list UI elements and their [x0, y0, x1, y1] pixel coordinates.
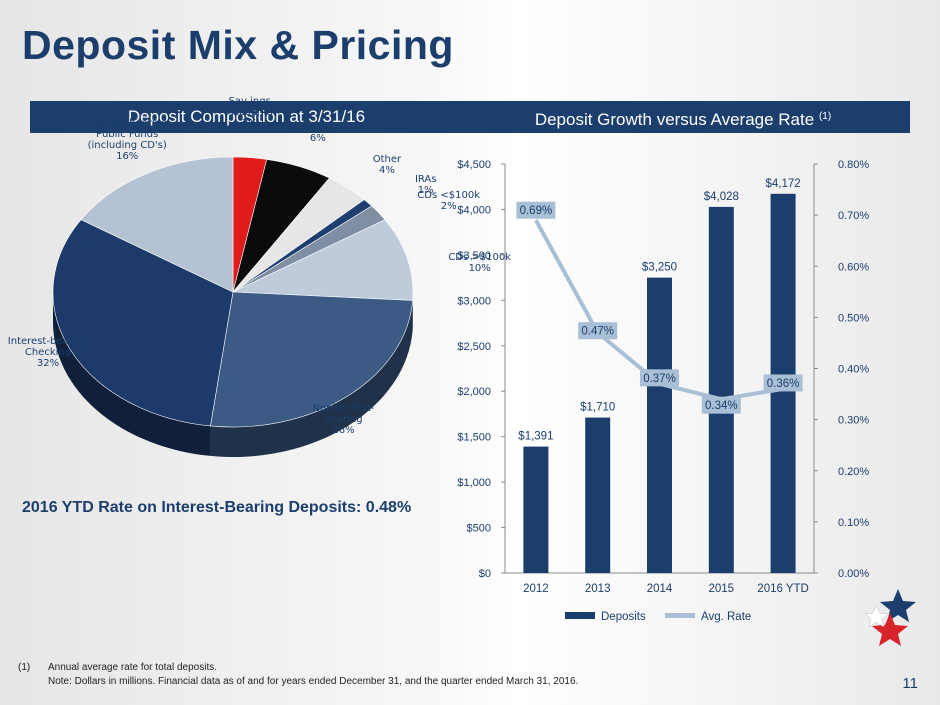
y-left-tick-label: $500	[467, 523, 491, 535]
composition-header-text: Deposit Composition at 3/31/16	[127, 107, 366, 126]
bar-value-label: $3,250	[642, 262, 677, 274]
bar-value-label: $4,028	[704, 191, 739, 203]
deposit-bar	[523, 446, 549, 573]
x-tick-label: 2016 YTD	[757, 583, 809, 595]
pie-label: Noninterest- bearing 26%	[312, 402, 375, 436]
legend-label-deposits: Deposits	[601, 611, 646, 623]
rate-label-box	[763, 374, 803, 392]
x-tick-label: 2013	[585, 583, 611, 595]
x-tick-label: 2015	[709, 583, 735, 595]
star-logo	[864, 589, 916, 646]
pie-label: Interest-bearing Checking 32%	[7, 335, 89, 369]
rate-value-label: 0.47%	[581, 326, 614, 338]
rate-value-label: 0.69%	[520, 205, 553, 217]
y-right-tick-label: 0.70%	[838, 210, 869, 222]
pie-label: Sav ings Accounts 3%	[226, 95, 273, 129]
deposit-bar	[708, 206, 734, 574]
footnote-line-1: Annual average rate for total deposits.	[48, 662, 217, 673]
y-left-tick-label: $1,000	[457, 477, 491, 489]
growth-header-text: Deposit Growth versus Average Rate	[534, 110, 815, 129]
rate-label-box	[701, 396, 741, 414]
pie-slice	[52, 219, 234, 427]
legend-swatch-rate	[665, 613, 695, 618]
y-left-tick-label: $2,500	[457, 341, 491, 353]
y-left-tick-label: $2,000	[457, 386, 491, 398]
deposit-composition-pie	[52, 156, 414, 457]
page-title: Deposit Mix & Pricing	[22, 22, 454, 68]
y-right-tick-label: 0.40%	[838, 364, 869, 376]
footnote-line-2: Note: Dollars in millions. Financial dat…	[48, 676, 579, 687]
y-right-tick-label: 0.50%	[838, 312, 869, 324]
deposit-bar	[647, 277, 672, 573]
growth-header-footnote-ref: (1)	[818, 111, 832, 122]
pie-label: CDs >$100k 10%	[448, 252, 512, 275]
pie-label: Interest-bearing Public Funds (including…	[87, 117, 168, 162]
y-left-tick-label: $4,500	[457, 159, 491, 171]
rate-label-box	[516, 201, 556, 219]
y-right-tick-label: 0.80%	[838, 159, 869, 171]
rate-value-label: 0.36%	[767, 378, 800, 390]
pie-slice	[232, 219, 414, 301]
rate-value-label: 0.34%	[705, 400, 738, 412]
y-left-tick-label: $4,000	[457, 204, 491, 216]
y-right-tick-label: 0.30%	[838, 415, 869, 427]
y-left-tick-label: $0	[479, 568, 491, 580]
page-number: 11	[902, 675, 918, 692]
pie-slice-side	[210, 300, 413, 457]
pie-label: MMAs 6%	[303, 121, 333, 144]
legend-label-rate: Avg. Rate	[701, 611, 751, 623]
y-right-tick-label: 0.20%	[838, 466, 869, 478]
y-left-tick-label: $3,500	[457, 250, 491, 262]
bar-value-label: $1,710	[580, 402, 615, 414]
rate-label-box	[640, 369, 679, 387]
y-right-tick-label: 0.60%	[838, 261, 869, 273]
x-tick-label: 2012	[523, 583, 549, 595]
legend-swatch-deposits	[565, 612, 595, 619]
bar-value-label: $4,172	[766, 178, 801, 190]
pie-label: IRAs 1%	[414, 174, 437, 197]
growth-header: Deposit Growth versus Average Rate (1)	[456, 101, 910, 133]
pie-slice-side	[53, 292, 211, 456]
bar-value-label: $1,391	[518, 431, 553, 443]
deposit-growth-chart: $0 $500 $1,000 $1,500 $2,000 $2,500 $3,000 $3,5…	[457, 159, 869, 623]
x-tick-label: 2014	[647, 583, 673, 595]
y-left-tick-label: $3,000	[457, 295, 491, 307]
y-right-tick-label: 0.10%	[838, 517, 869, 529]
ytd-rate-note: 2016 YTD Rate on Interest-Bearing Deposi…	[22, 499, 412, 516]
pie-slice	[210, 291, 413, 428]
y-left-tick-label: $1,500	[457, 432, 491, 444]
y-right-tick-label: 0.00%	[838, 568, 869, 580]
pie-slice	[80, 156, 234, 293]
footnote-marker: (1)	[18, 662, 31, 673]
composition-header: Deposit Composition at 3/31/16	[30, 101, 463, 133]
deposit-bar	[585, 417, 611, 573]
footnote: (1) Annual average rate for total deposi…	[18, 661, 578, 687]
pie-label: CDs <$100k 2%	[417, 190, 480, 213]
rate-value-label: 0.37%	[643, 373, 676, 385]
pie-label: Other 4%	[372, 154, 402, 177]
rate-label-box	[578, 322, 618, 340]
